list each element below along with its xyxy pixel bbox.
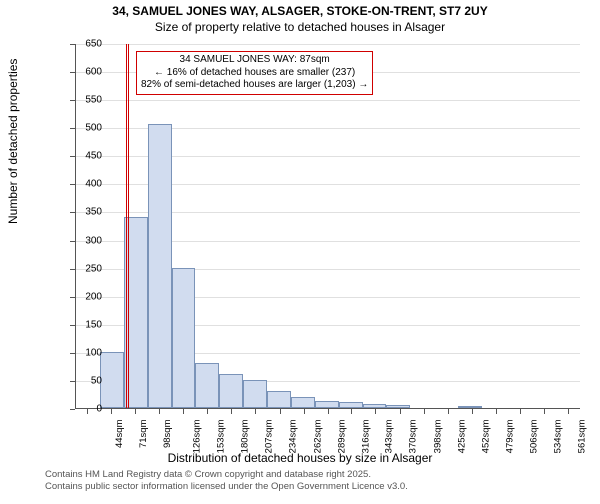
x-tick-mark <box>400 409 401 414</box>
x-tick-label: 234sqm <box>287 420 298 454</box>
histogram-bar <box>458 406 482 408</box>
y-tick-mark <box>70 241 75 242</box>
x-tick-mark <box>207 409 208 414</box>
y-tick-label: 150 <box>72 319 102 330</box>
x-tick-label: 561sqm <box>576 420 587 454</box>
x-tick-label: 425sqm <box>456 420 467 454</box>
y-tick-label: 450 <box>72 151 102 162</box>
x-tick-label: 207sqm <box>263 420 274 454</box>
annotation-box: 34 SAMUEL JONES WAY: 87sqm← 16% of detac… <box>136 51 373 95</box>
x-tick-label: 479sqm <box>504 420 515 454</box>
reference-line <box>128 44 129 408</box>
y-tick-label: 50 <box>72 375 102 386</box>
x-tick-mark <box>448 409 449 414</box>
annotation-line3: 82% of semi-detached houses are larger (… <box>141 79 368 92</box>
y-tick-label: 200 <box>72 291 102 302</box>
histogram-bar <box>315 401 339 408</box>
x-tick-mark <box>159 409 160 414</box>
x-tick-label: 44sqm <box>114 420 125 449</box>
y-tick-mark <box>70 325 75 326</box>
chart-container: 34 SAMUEL JONES WAY: 87sqm← 16% of detac… <box>45 44 580 439</box>
x-tick-mark <box>135 409 136 414</box>
y-tick-label: 400 <box>72 179 102 190</box>
page-title: 34, SAMUEL JONES WAY, ALSAGER, STOKE-ON-… <box>0 4 600 18</box>
x-tick-mark <box>424 409 425 414</box>
x-tick-label: 98sqm <box>162 420 173 449</box>
y-tick-mark <box>70 297 75 298</box>
y-tick-label: 350 <box>72 207 102 218</box>
x-tick-label: 153sqm <box>216 420 227 454</box>
grid-line <box>76 44 580 45</box>
y-tick-label: 300 <box>72 235 102 246</box>
x-tick-label: 262sqm <box>312 420 323 454</box>
x-tick-label: 452sqm <box>480 420 491 454</box>
x-tick-mark <box>351 409 352 414</box>
y-tick-label: 650 <box>72 39 102 50</box>
y-tick-label: 500 <box>72 123 102 134</box>
y-tick-label: 550 <box>72 95 102 106</box>
reference-line <box>126 44 127 408</box>
y-tick-label: 250 <box>72 263 102 274</box>
x-tick-mark <box>496 409 497 414</box>
y-tick-mark <box>70 128 75 129</box>
y-axis-label: Number of detached properties <box>6 59 20 224</box>
y-tick-mark <box>70 381 75 382</box>
x-tick-mark <box>520 409 521 414</box>
x-tick-label: 534sqm <box>553 420 564 454</box>
x-tick-mark <box>255 409 256 414</box>
x-axis-label: Distribution of detached houses by size … <box>0 451 600 465</box>
y-tick-mark <box>70 212 75 213</box>
x-tick-mark <box>328 409 329 414</box>
x-tick-label: 316sqm <box>360 420 371 454</box>
histogram-bar <box>243 380 267 408</box>
histogram-bar <box>339 402 363 408</box>
x-tick-label: 126sqm <box>192 420 203 454</box>
x-tick-mark <box>375 409 376 414</box>
histogram-bar <box>267 391 291 408</box>
y-tick-mark <box>70 353 75 354</box>
y-tick-mark <box>70 72 75 73</box>
x-tick-label: 506sqm <box>528 420 539 454</box>
x-tick-label: 180sqm <box>240 420 251 454</box>
x-tick-mark <box>183 409 184 414</box>
histogram-bar <box>219 374 243 408</box>
x-tick-label: 71sqm <box>138 420 149 449</box>
x-tick-mark <box>280 409 281 414</box>
footer-line-1: Contains HM Land Registry data © Crown c… <box>45 469 408 481</box>
y-tick-mark <box>70 100 75 101</box>
y-tick-label: 100 <box>72 347 102 358</box>
x-tick-mark <box>87 409 88 414</box>
plot-area: 34 SAMUEL JONES WAY: 87sqm← 16% of detac… <box>75 44 580 409</box>
histogram-bar <box>172 268 196 408</box>
histogram-bar <box>291 397 315 408</box>
y-tick-mark <box>70 184 75 185</box>
histogram-bar <box>363 404 387 408</box>
x-tick-mark <box>568 409 569 414</box>
x-tick-mark <box>472 409 473 414</box>
x-tick-label: 343sqm <box>384 420 395 454</box>
footer-attribution: Contains HM Land Registry data © Crown c… <box>45 469 408 493</box>
histogram-bar <box>195 363 219 408</box>
x-tick-label: 398sqm <box>432 420 443 454</box>
x-tick-mark <box>544 409 545 414</box>
x-tick-mark <box>231 409 232 414</box>
x-tick-label: 370sqm <box>408 420 419 454</box>
page-subtitle: Size of property relative to detached ho… <box>0 20 600 34</box>
y-tick-mark <box>70 409 75 410</box>
annotation-line1: 34 SAMUEL JONES WAY: 87sqm <box>141 54 368 67</box>
y-tick-mark <box>70 156 75 157</box>
histogram-bar <box>100 352 124 408</box>
grid-line <box>76 100 580 101</box>
annotation-line2: ← 16% of detached houses are smaller (23… <box>141 67 368 80</box>
x-tick-mark <box>304 409 305 414</box>
histogram-bar <box>148 124 172 408</box>
x-tick-label: 289sqm <box>336 420 347 454</box>
footer-line-2: Contains public sector information licen… <box>45 481 408 493</box>
y-tick-mark <box>70 269 75 270</box>
y-tick-mark <box>70 44 75 45</box>
y-tick-label: 600 <box>72 67 102 78</box>
x-tick-mark <box>111 409 112 414</box>
histogram-bar <box>386 405 410 408</box>
